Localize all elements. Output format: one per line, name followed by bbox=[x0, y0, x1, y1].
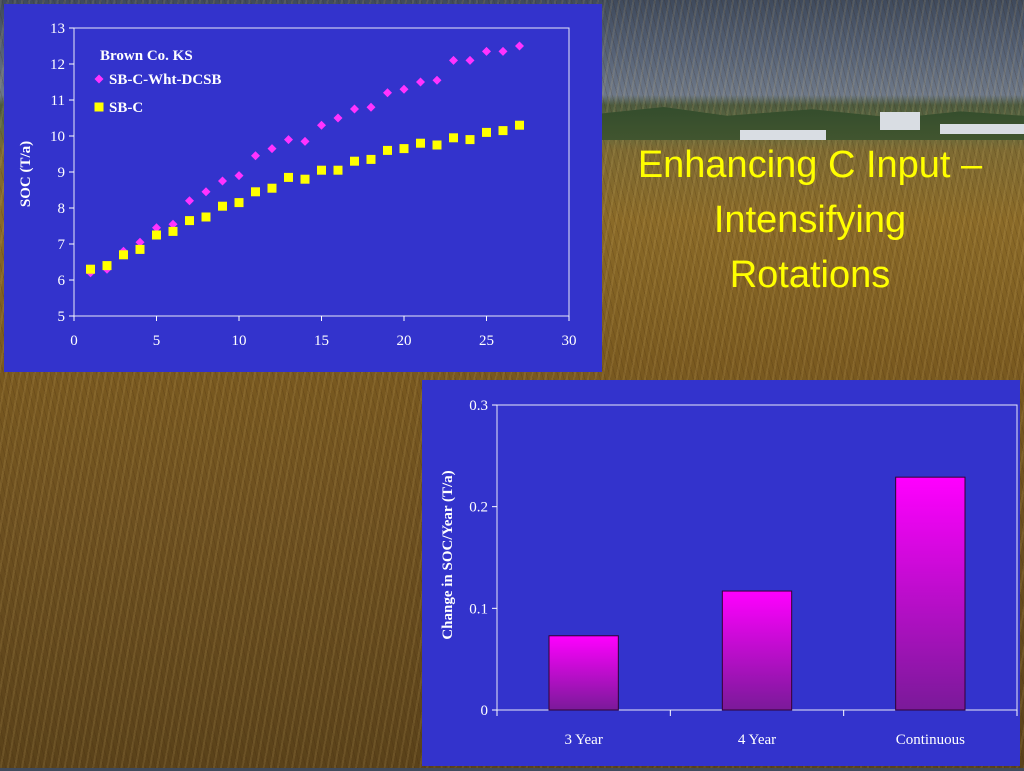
diamond-point bbox=[251, 151, 260, 161]
x-tick-label: 25 bbox=[479, 333, 494, 349]
diamond-point bbox=[135, 237, 145, 247]
square-point bbox=[317, 165, 326, 175]
legend-swatch bbox=[94, 74, 104, 84]
diamond-point bbox=[449, 55, 458, 65]
square-point bbox=[498, 126, 508, 136]
soc-scatter-panel: 5 6 7 8 9 10 11 12 13 0 5 10 15 20 25 30 Brown Co. KS SB… bbox=[4, 4, 602, 372]
y-axis-label: SOC (T/a) bbox=[18, 141, 34, 207]
y-tick-label: 0.2 bbox=[469, 500, 488, 516]
diamond-point bbox=[498, 46, 508, 56]
legend-entry: SB-C-Wht-DCSB bbox=[109, 72, 222, 88]
y-tick-label: 0.1 bbox=[469, 601, 488, 617]
square-point bbox=[234, 198, 244, 208]
soc-change-bar-chart: 0 0.1 0.2 0.3 3 Year 4 Year Continuous Change… bbox=[440, 398, 1018, 748]
square-point bbox=[218, 201, 227, 211]
square-point bbox=[86, 264, 95, 274]
y-tick-label: 0.3 bbox=[469, 398, 488, 414]
x-category-label: Continuous bbox=[896, 732, 965, 748]
square-point bbox=[102, 261, 112, 271]
square-point bbox=[416, 138, 425, 148]
x-tick-label: 10 bbox=[232, 333, 247, 349]
x-tick-label: 15 bbox=[314, 333, 329, 349]
square-point bbox=[267, 183, 277, 193]
diamond-point bbox=[383, 88, 392, 98]
bar bbox=[721, 590, 793, 711]
square-point bbox=[366, 154, 376, 164]
diamond-point bbox=[482, 46, 491, 56]
diamond-point bbox=[350, 104, 359, 114]
bar bbox=[548, 635, 619, 711]
diamond-point bbox=[416, 77, 425, 87]
square-point bbox=[350, 156, 359, 166]
y-tick-label: 9 bbox=[58, 165, 66, 181]
square-point bbox=[482, 127, 491, 137]
diamond-point bbox=[284, 135, 293, 145]
diamond-point bbox=[366, 102, 376, 112]
square-point bbox=[333, 165, 343, 175]
bar bbox=[895, 476, 966, 711]
square-point bbox=[168, 226, 178, 236]
title-line: Enhancing C Input – bbox=[637, 144, 983, 186]
x-tick-label: 30 bbox=[562, 333, 577, 349]
diamond-point bbox=[201, 187, 211, 197]
square-point bbox=[399, 144, 409, 154]
diamond-point bbox=[515, 41, 524, 51]
chart-annotation: Brown Co. KS bbox=[100, 48, 193, 64]
distant-building bbox=[940, 124, 1024, 134]
y-tick-label: 11 bbox=[51, 93, 65, 109]
y-tick-label: 7 bbox=[58, 237, 66, 253]
diamond-point bbox=[152, 223, 161, 233]
diamond-point bbox=[465, 55, 475, 65]
y-tick-label: 10 bbox=[50, 129, 65, 145]
square-point bbox=[152, 230, 161, 240]
y-tick-label: 0 bbox=[481, 703, 489, 719]
legend-entry: SB-C bbox=[109, 100, 143, 116]
square-point bbox=[251, 187, 260, 197]
y-tick-label: 13 bbox=[50, 21, 65, 37]
diamond-point bbox=[168, 219, 178, 229]
diamond-point bbox=[267, 144, 277, 154]
square-point bbox=[515, 120, 524, 130]
square-point bbox=[432, 140, 442, 150]
diamond-point bbox=[185, 196, 194, 206]
square-point bbox=[201, 212, 211, 222]
diamond-point bbox=[317, 120, 326, 130]
square-point bbox=[300, 174, 310, 184]
distant-building bbox=[740, 130, 826, 140]
y-tick-label: 8 bbox=[58, 201, 66, 217]
legend-swatch bbox=[94, 102, 104, 112]
square-point bbox=[135, 244, 145, 254]
title-line: Intensifying bbox=[713, 199, 907, 241]
diamond-point bbox=[234, 171, 244, 181]
square-point bbox=[119, 250, 128, 260]
square-point bbox=[383, 145, 392, 155]
square-point bbox=[185, 216, 194, 226]
x-tick-label: 5 bbox=[153, 333, 161, 349]
x-category-label: 4 Year bbox=[738, 732, 776, 748]
x-tick-label: 0 bbox=[70, 333, 78, 349]
y-axis-label: Change in SOC/Year (T/a) bbox=[440, 470, 456, 639]
y-tick-label: 5 bbox=[58, 309, 66, 325]
diamond-point bbox=[333, 113, 343, 123]
soc-change-bar-panel: 0 0.1 0.2 0.3 3 Year 4 Year Continuous Change… bbox=[422, 380, 1020, 766]
y-tick-label: 12 bbox=[50, 57, 65, 73]
diamond-point bbox=[218, 176, 227, 186]
title-line: Rotations bbox=[729, 254, 891, 296]
square-point bbox=[284, 172, 293, 182]
y-tick-label: 6 bbox=[58, 273, 66, 289]
diamond-point bbox=[432, 75, 442, 85]
distant-building bbox=[880, 112, 920, 130]
diamond-point bbox=[300, 136, 310, 146]
square-point bbox=[449, 133, 458, 143]
x-category-label: 3 Year bbox=[564, 732, 602, 748]
diamond-point bbox=[399, 84, 409, 94]
square-point bbox=[465, 135, 475, 145]
slide-title: Enhancing C Input – Intensifying Rotatio… bbox=[600, 138, 1020, 303]
x-tick-label: 20 bbox=[397, 333, 412, 349]
